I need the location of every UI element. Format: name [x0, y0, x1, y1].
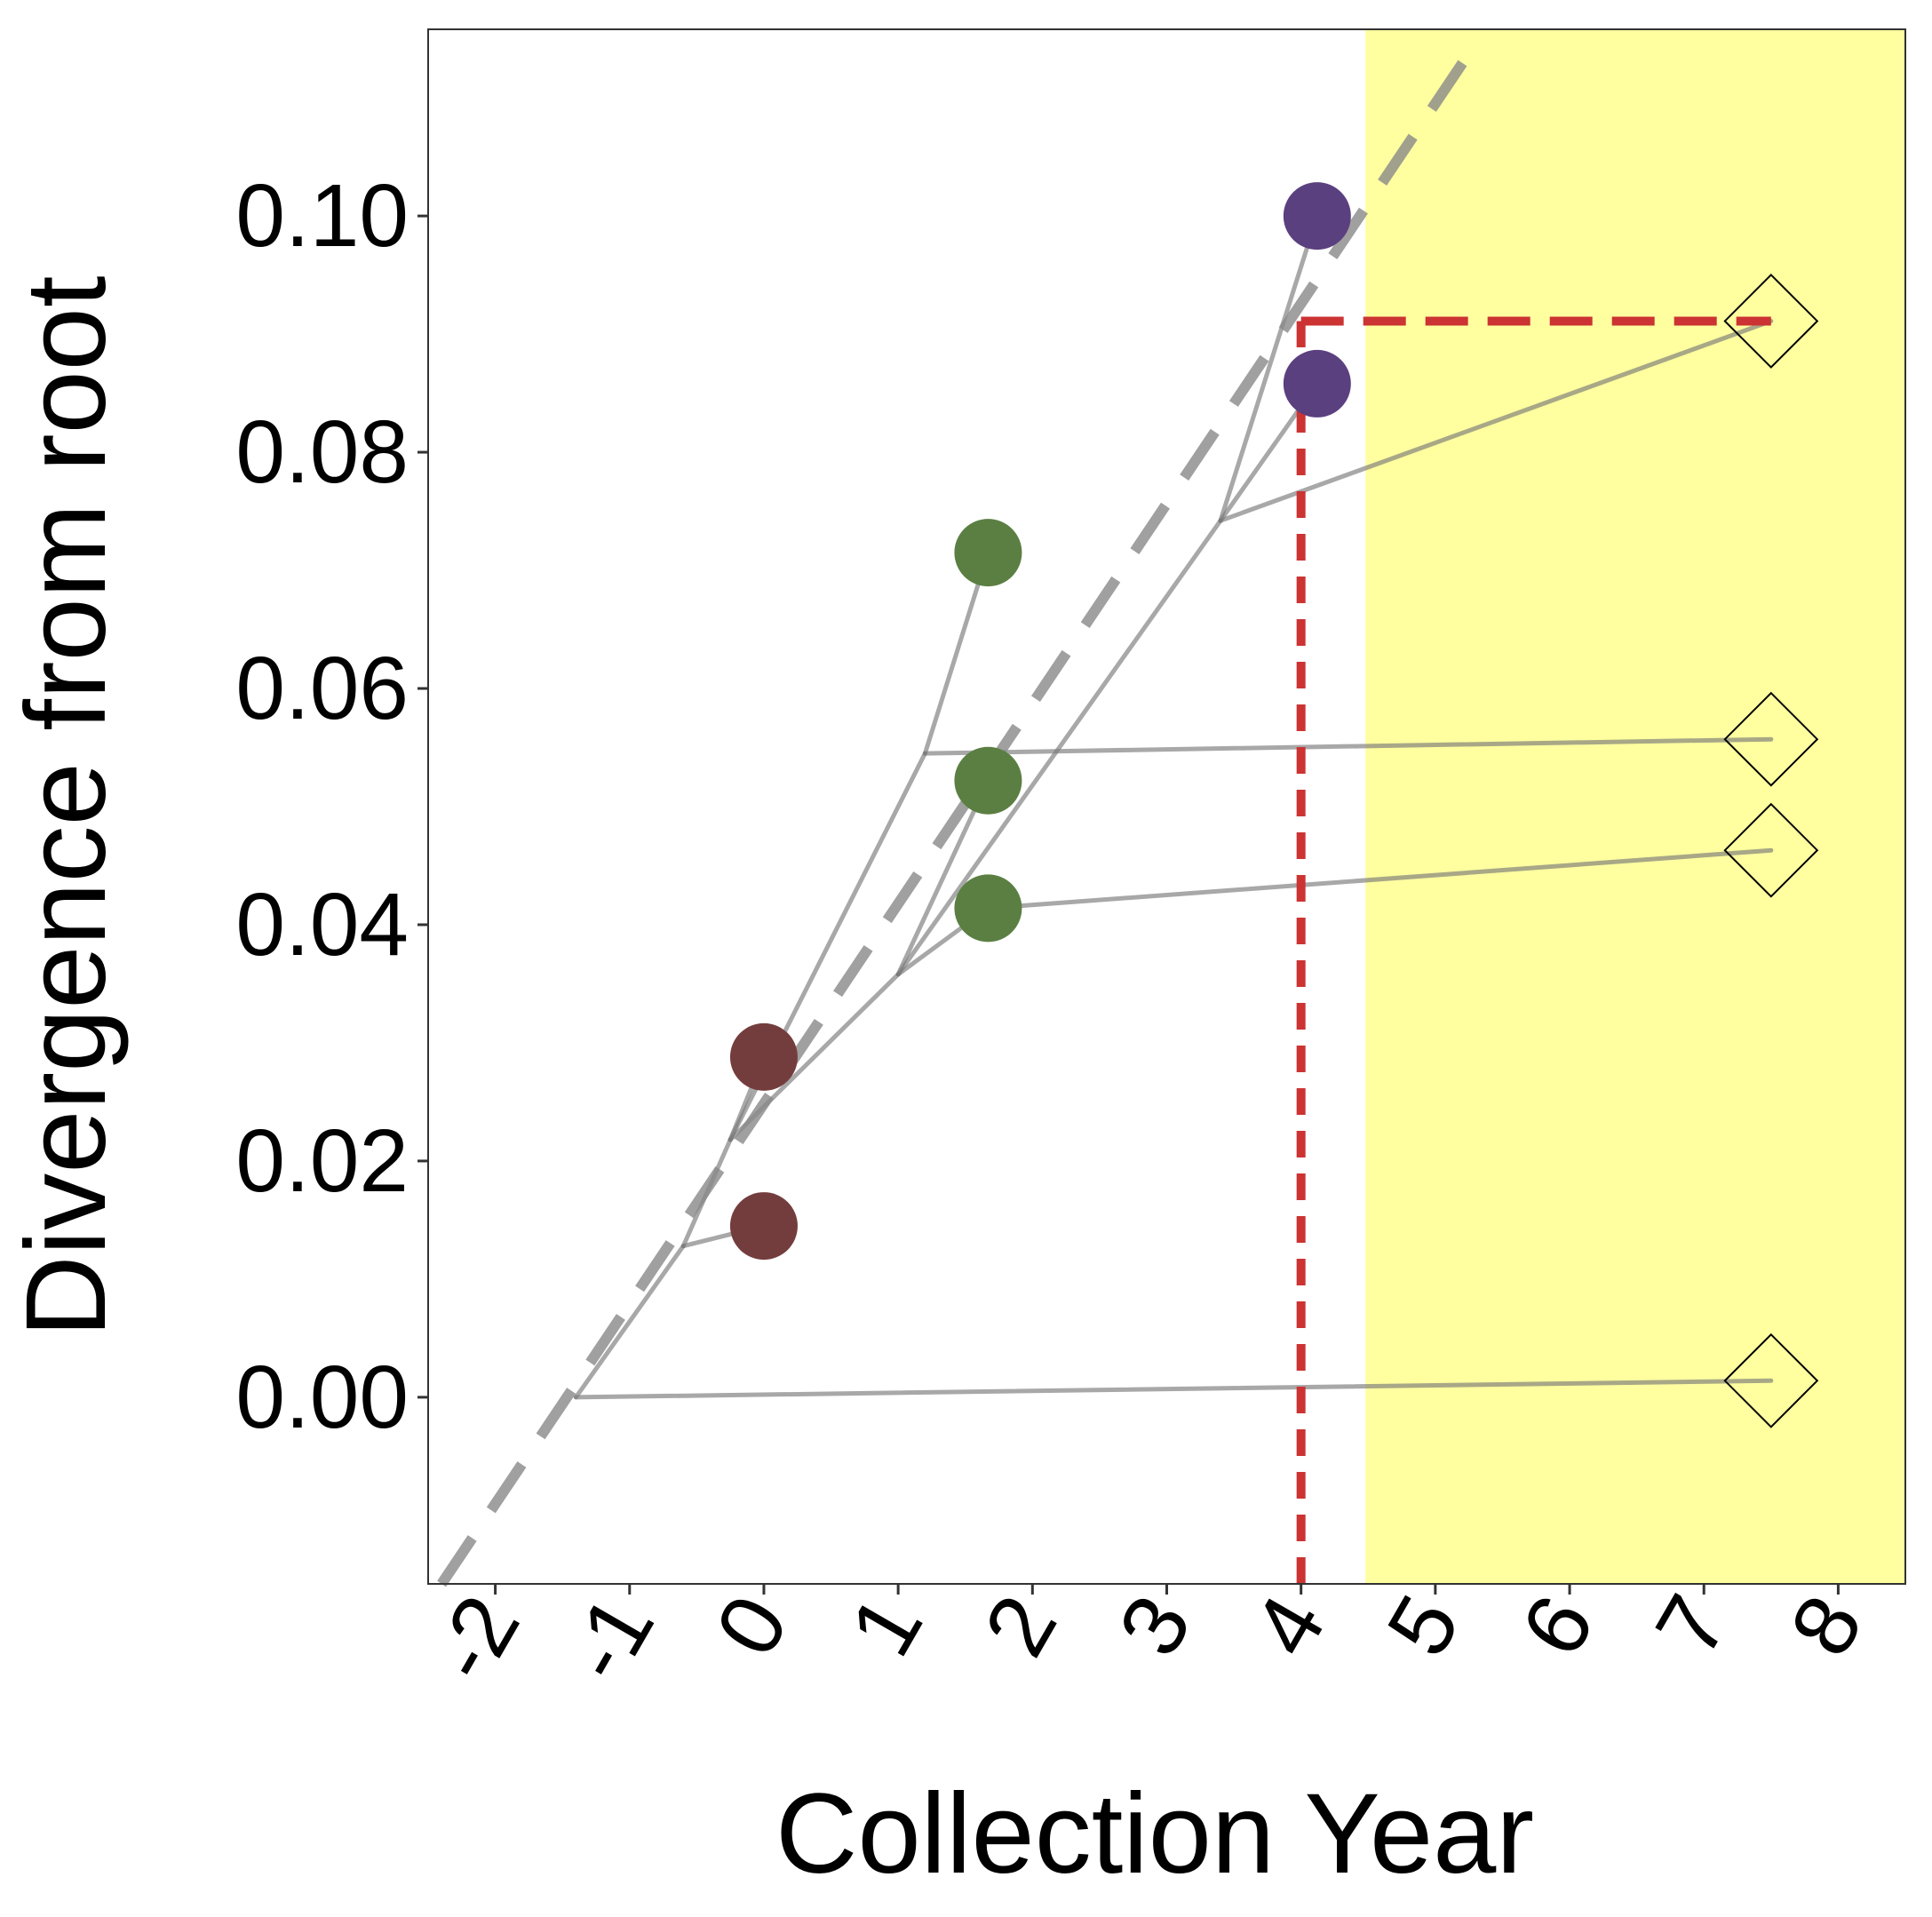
data-point-diamond[interactable]	[1723, 1332, 1819, 1428]
y-tick-label: 0.10	[235, 166, 409, 266]
data-point-diamond[interactable]	[1723, 274, 1819, 369]
data-point[interactable]	[729, 1192, 798, 1261]
data-point[interactable]	[954, 874, 1022, 943]
y-axis-title: Divergence from root	[3, 275, 130, 1337]
x-tick-label: 6	[1502, 1579, 1613, 1672]
data-point[interactable]	[954, 746, 1022, 815]
data-point-diamond[interactable]	[1723, 802, 1819, 898]
tree-edge	[985, 847, 1774, 911]
y-tick-label: 0.04	[235, 875, 409, 974]
tree-edge	[922, 550, 990, 756]
data-point[interactable]	[1283, 182, 1351, 251]
highlight-region	[1365, 29, 1905, 1584]
y-tick-label: 0.00	[235, 1348, 409, 1447]
edges-layer	[437, 40, 1774, 1587]
x-tick-label: 1	[831, 1579, 942, 1672]
y-tick-label: 0.08	[235, 402, 409, 502]
tree-edge	[895, 778, 990, 977]
markers-layer	[729, 182, 1819, 1428]
x-tick-label: 5	[1368, 1579, 1479, 1672]
x-tick-label: 2	[966, 1579, 1077, 1672]
tree-edge	[1218, 318, 1774, 523]
x-tick-label: -2	[413, 1579, 538, 1698]
tree-edge	[1218, 213, 1320, 523]
data-point[interactable]	[1283, 349, 1351, 418]
tree-edge	[573, 1244, 686, 1400]
background-layer	[428, 29, 1905, 1584]
x-tick-label: 3	[1100, 1579, 1211, 1672]
x-axis-title: Collection Year	[775, 1770, 1534, 1897]
regression-line	[437, 40, 1481, 1587]
x-tick-label: 7	[1636, 1579, 1747, 1672]
tree-edge	[922, 736, 1774, 756]
x-tick-label: -1	[547, 1579, 672, 1698]
x-tick-label: 4	[1234, 1579, 1345, 1672]
x-tick-label: 8	[1771, 1579, 1882, 1672]
y-tick-label: 0.06	[235, 639, 409, 738]
y-tick-label: 0.02	[235, 1111, 409, 1211]
data-point-diamond[interactable]	[1723, 691, 1819, 787]
tree-edge	[573, 1378, 1774, 1400]
data-point[interactable]	[954, 519, 1022, 587]
tree-edge	[895, 518, 1223, 977]
data-point[interactable]	[729, 1022, 798, 1091]
x-tick-label: 0	[696, 1579, 807, 1672]
